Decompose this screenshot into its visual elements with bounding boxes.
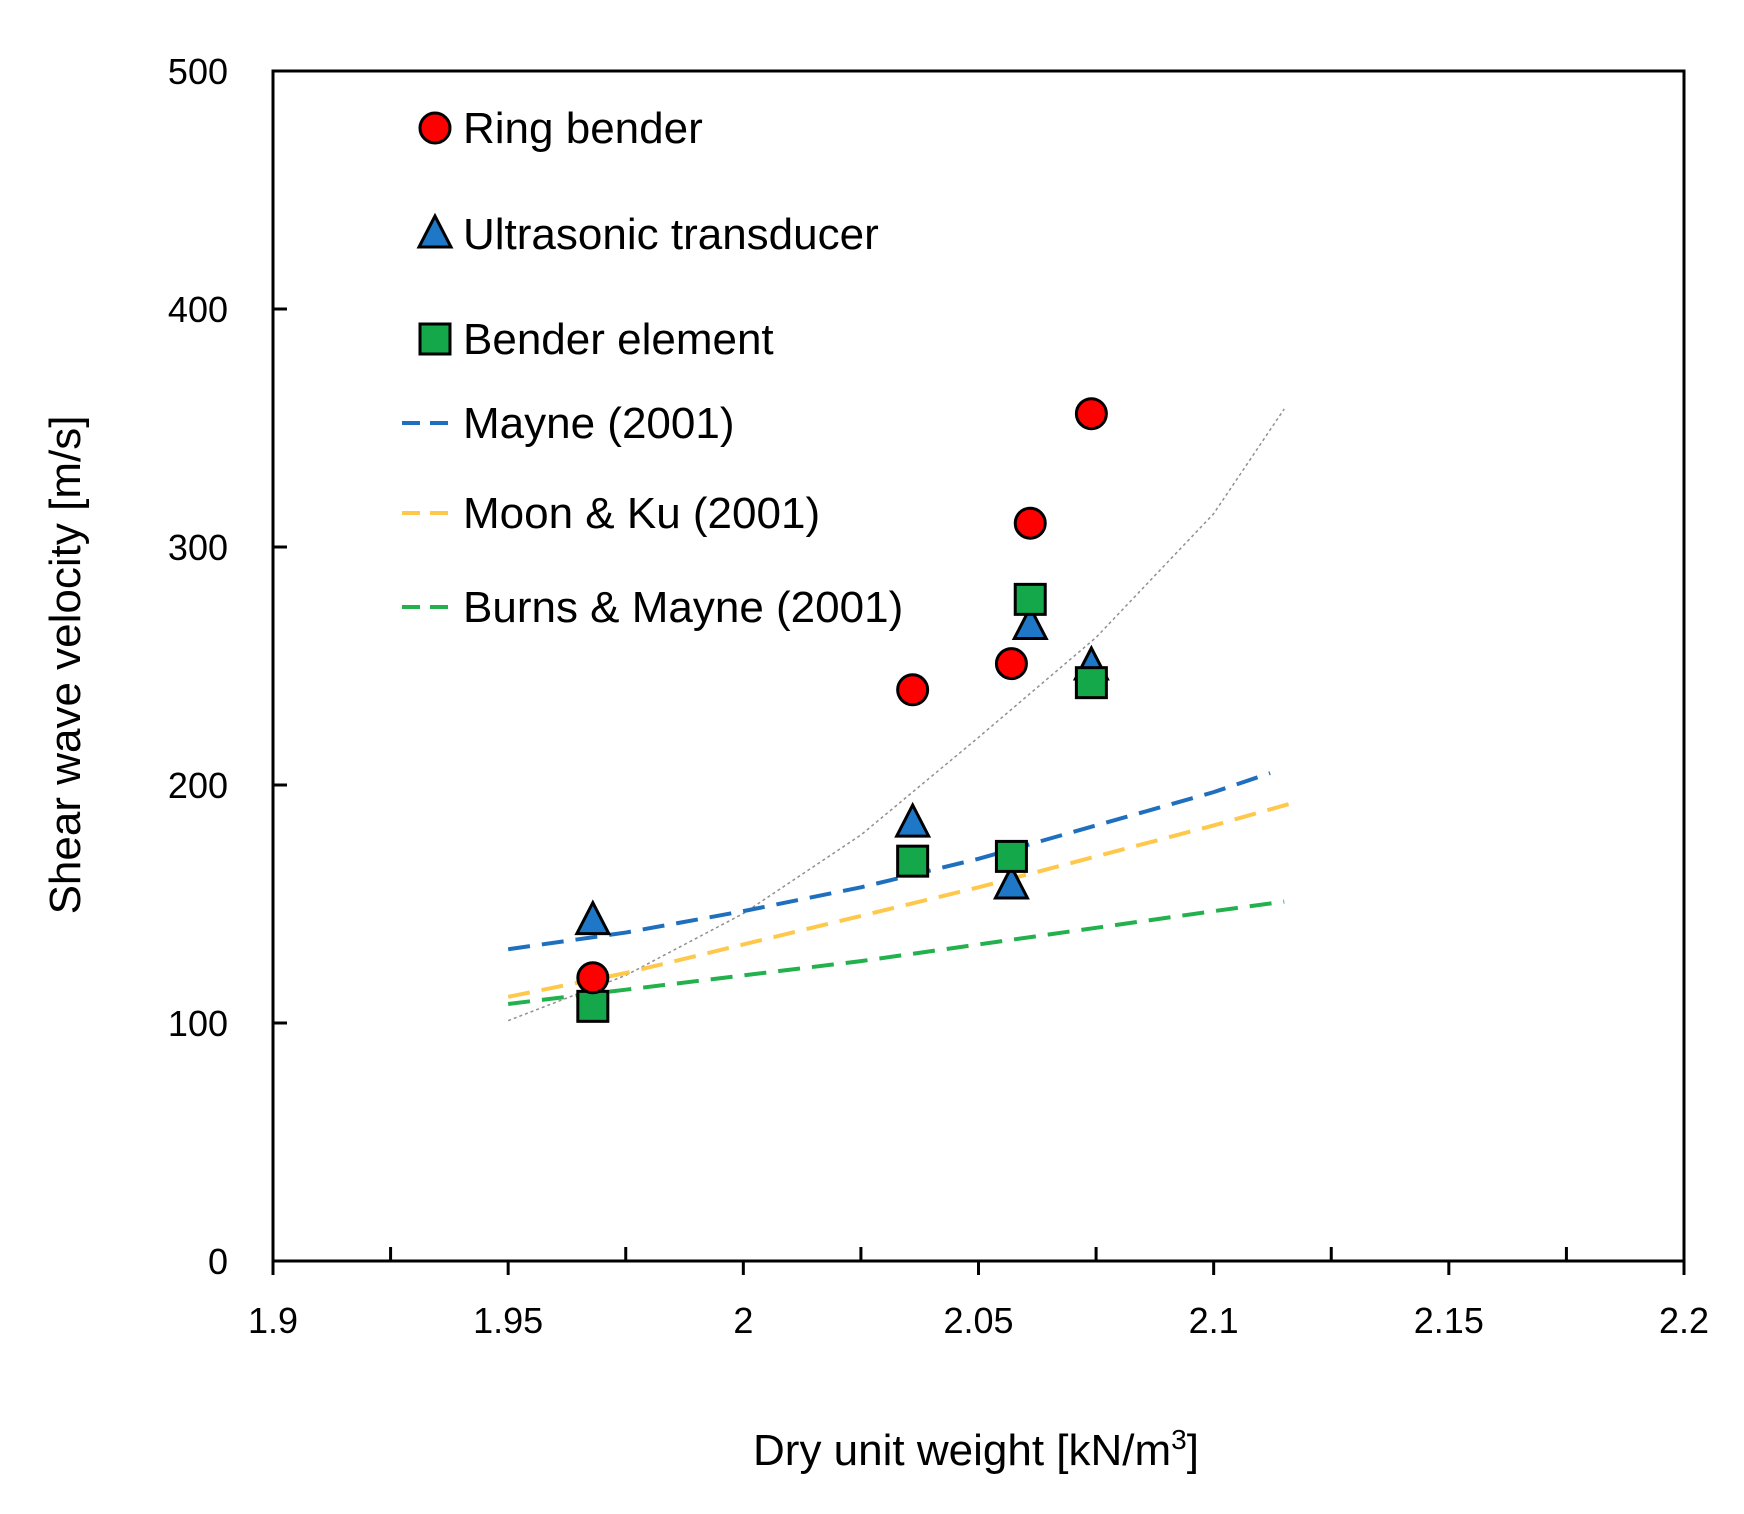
circle-point: [896, 673, 930, 707]
x-axis-ticks: 1.9 1.95 2 2.05 2.1 2.15 2.2: [248, 1247, 1709, 1341]
triangle-point: [992, 863, 1030, 900]
y-axis-title: Shear wave velocity [m/s]: [41, 416, 90, 915]
legend: Ring bender Ultrasonic transducer Bender e…: [402, 104, 903, 632]
x-tick-label: 1.9: [248, 1300, 298, 1341]
x-axis-title-main: Dry unit weight [kN/m: [753, 1426, 1171, 1475]
legend-label: Mayne (2001): [463, 399, 734, 448]
square-point: [1074, 666, 1108, 700]
circle-point: [994, 647, 1028, 681]
legend-square-marker: [418, 322, 452, 356]
circle-point: [1013, 506, 1047, 540]
legend-label: Bender element: [463, 315, 774, 364]
x-axis-title-sup: 3: [1171, 1424, 1187, 1455]
y-tick-label: 500: [168, 51, 228, 92]
y-tick-label: 300: [168, 527, 228, 568]
y-tick-label: 400: [168, 289, 228, 330]
legend-label: Ring bender: [463, 104, 703, 153]
legend-label: Moon & Ku (2001): [463, 489, 820, 538]
line-moon-ku-2001: [507, 802, 1290, 999]
data-points: [574, 397, 1110, 1023]
y-tick-label: 0: [208, 1241, 228, 1282]
y-tick-label: 200: [168, 765, 228, 806]
legend-label: Burns & Mayne (2001): [463, 583, 903, 632]
triangle-point: [894, 801, 932, 838]
y-tick-label: 100: [168, 1003, 228, 1044]
trendline: [507, 408, 1285, 1022]
line-burns-mayne-2001: [507, 899, 1285, 1006]
square-point: [896, 844, 930, 878]
legend-circle-marker: [418, 111, 452, 145]
x-axis-title: Dry unit weight [kN/m3]: [753, 1424, 1199, 1475]
circle-point: [1074, 397, 1108, 431]
square-point: [576, 989, 610, 1023]
x-tick-label: 2: [733, 1300, 753, 1341]
x-axis-title-end: ]: [1187, 1426, 1199, 1475]
triangle-point: [1011, 604, 1049, 641]
square-point: [994, 839, 1028, 873]
x-tick-label: 2.1: [1189, 1300, 1239, 1341]
x-tick-label: 2.15: [1414, 1300, 1484, 1341]
circle-point: [576, 961, 610, 995]
plot-area: [271, 69, 1686, 1263]
legend-label: Ultrasonic transducer: [463, 210, 879, 259]
triangle-point: [574, 899, 612, 936]
x-tick-label: 2.2: [1659, 1300, 1709, 1341]
legend-triangle-marker: [416, 212, 454, 249]
y-axis-ticks: 0 100 200 300 400 500: [168, 51, 287, 1282]
square-point: [1013, 582, 1047, 616]
x-tick-label: 2.05: [943, 1300, 1013, 1341]
x-tick-label: 1.95: [473, 1300, 543, 1341]
